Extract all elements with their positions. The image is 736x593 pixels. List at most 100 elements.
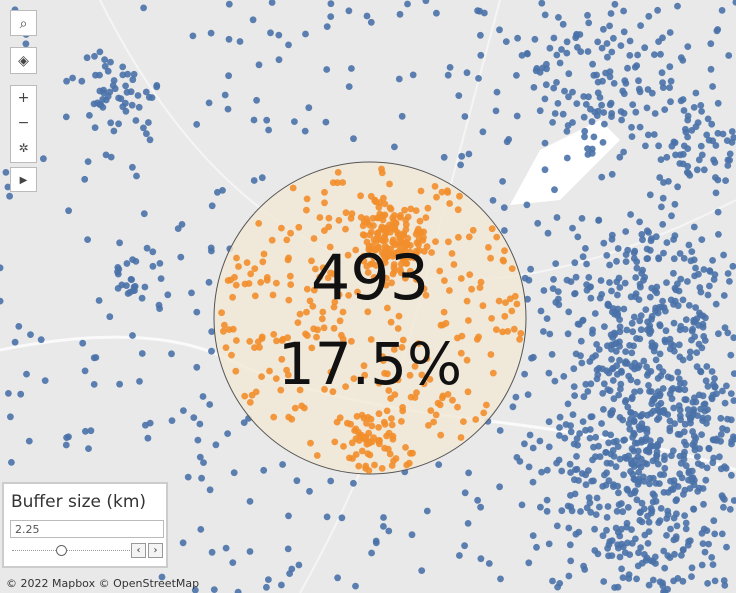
location-point: [426, 376, 434, 383]
location-point: [643, 326, 651, 334]
location-point: [634, 51, 641, 59]
location-point: [107, 153, 115, 161]
location-point: [647, 557, 655, 565]
location-point: [285, 296, 293, 304]
location-point: [518, 52, 526, 59]
location-point: [591, 310, 599, 317]
location-point: [543, 496, 551, 504]
location-point: [468, 285, 475, 293]
location-point: [0, 264, 4, 272]
location-point: [142, 421, 149, 429]
location-point: [571, 290, 579, 297]
location-point: [582, 481, 590, 489]
location-point: [580, 393, 588, 401]
location-point: [336, 317, 344, 325]
zoom-in-button[interactable]: +: [17, 90, 30, 106]
location-point: [587, 413, 595, 421]
location-point: [566, 541, 574, 549]
location-point: [532, 67, 540, 75]
location-point: [614, 482, 622, 490]
location-point: [207, 29, 215, 37]
location-point: [140, 210, 148, 218]
location-point: [347, 214, 355, 222]
location-point: [676, 412, 684, 420]
location-point: [611, 0, 619, 8]
location-point: [569, 88, 576, 96]
location-point: [295, 223, 303, 231]
location-point: [638, 499, 646, 507]
location-point: [387, 318, 395, 326]
location-point: [387, 205, 395, 213]
location-point: [258, 373, 265, 380]
location-point: [640, 357, 648, 365]
location-point: [65, 433, 72, 441]
parameter-input[interactable]: 2.25: [10, 520, 164, 538]
slider-thumb[interactable]: [56, 545, 67, 556]
parameter-control: Buffer size (km) 2.25 ‹ ›: [2, 482, 168, 568]
location-point: [600, 406, 607, 413]
decrement-button[interactable]: ‹: [131, 543, 146, 558]
location-point: [689, 325, 696, 333]
location-point: [691, 317, 699, 325]
location-point: [268, 0, 276, 6]
location-point: [374, 229, 382, 236]
location-point: [247, 270, 255, 278]
location-point: [381, 242, 389, 250]
location-point: [241, 392, 249, 400]
expand-button[interactable]: ▶: [10, 167, 37, 192]
location-point: [473, 335, 481, 343]
location-point: [91, 52, 98, 60]
location-point: [433, 193, 440, 201]
location-point: [430, 418, 437, 426]
location-point: [449, 396, 456, 404]
location-point: [138, 294, 146, 302]
location-point: [461, 542, 468, 550]
location-point: [641, 44, 649, 52]
location-point: [654, 460, 662, 468]
location-point: [588, 118, 596, 126]
location-point: [381, 256, 389, 263]
location-point: [214, 188, 221, 196]
location-point: [579, 253, 587, 261]
location-point: [525, 276, 533, 284]
reset-button[interactable]: ✲: [18, 141, 29, 155]
location-point: [338, 331, 345, 339]
increment-button[interactable]: ›: [148, 543, 163, 558]
location-point: [321, 385, 328, 393]
location-point: [605, 439, 612, 447]
location-point: [368, 549, 375, 557]
location-point: [574, 233, 582, 241]
location-point: [69, 74, 76, 82]
location-point: [661, 452, 668, 460]
location-point: [716, 453, 723, 461]
location-point: [730, 334, 736, 342]
location-point: [714, 129, 722, 137]
location-point: [546, 44, 554, 52]
location-point: [402, 274, 409, 282]
location-point: [251, 265, 259, 272]
location-point: [705, 136, 713, 144]
location-point: [368, 228, 375, 236]
location-point: [661, 106, 669, 113]
location-point: [431, 183, 439, 190]
location-point: [571, 490, 579, 498]
slider-track[interactable]: [12, 550, 130, 551]
location-point: [322, 118, 330, 126]
location-point: [698, 108, 705, 115]
zoom-out-button[interactable]: −: [17, 115, 30, 131]
location-point: [385, 527, 393, 535]
location-point: [636, 317, 644, 325]
location-point: [692, 304, 699, 311]
location-point: [580, 93, 588, 100]
location-point: [727, 351, 735, 359]
location-point: [188, 289, 195, 297]
layers-button[interactable]: ◈: [10, 47, 37, 74]
location-point: [641, 459, 648, 467]
location-point: [295, 561, 303, 569]
location-point: [477, 503, 484, 511]
search-button[interactable]: ⌕: [10, 10, 37, 36]
location-point: [206, 486, 214, 494]
location-point: [720, 503, 727, 511]
location-point: [411, 362, 419, 370]
location-point: [63, 77, 70, 85]
